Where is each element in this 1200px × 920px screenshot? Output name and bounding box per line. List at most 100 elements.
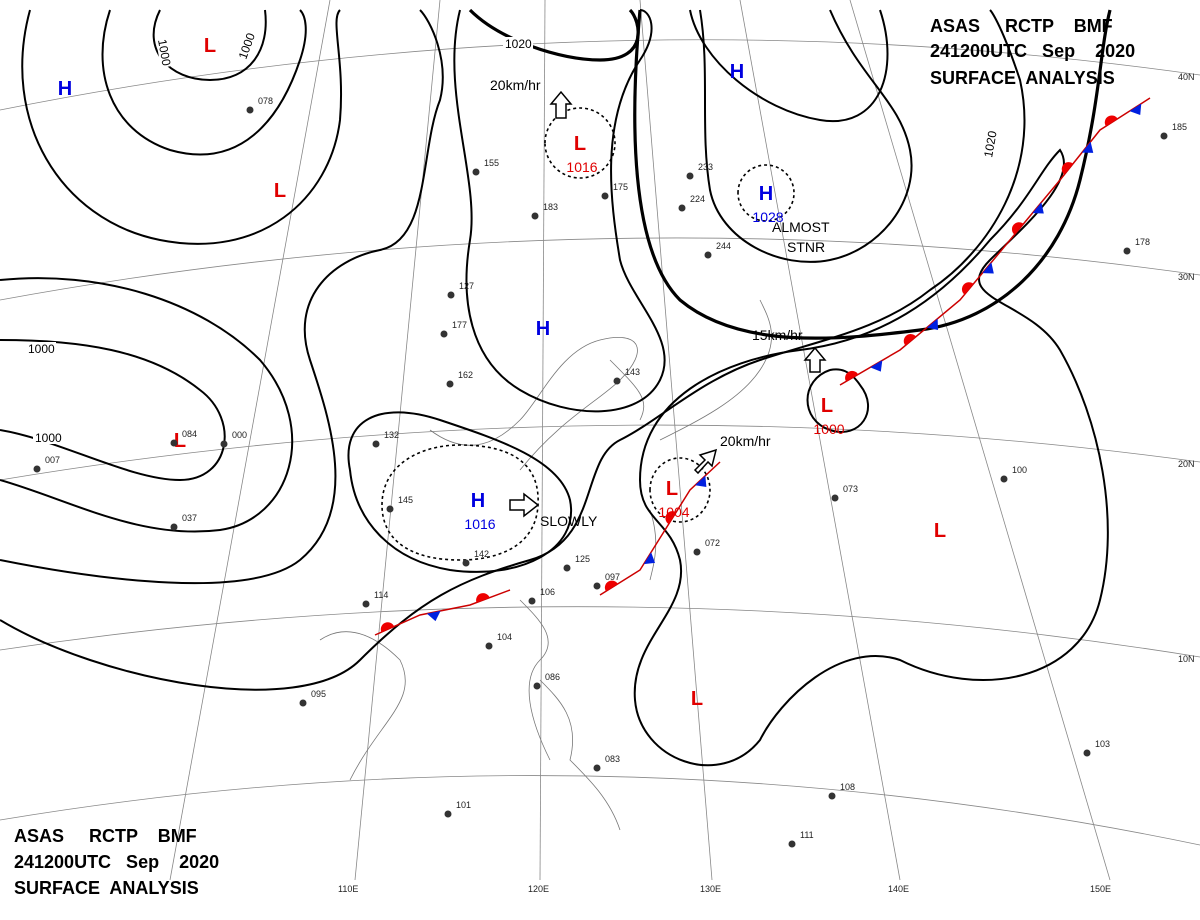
cold-front-symbol	[982, 262, 994, 274]
station-pressure: 095	[311, 689, 326, 699]
station-pressure: 178	[1135, 237, 1150, 247]
station-marker	[528, 597, 536, 605]
station-marker	[462, 559, 470, 567]
longitude-label: 110E	[338, 884, 358, 894]
header-line: ASAS RCTP BMF	[930, 16, 1113, 36]
station-marker	[686, 172, 694, 180]
station-pressure: 185	[1172, 122, 1187, 132]
station-pressure: 097	[605, 572, 620, 582]
station-marker	[563, 564, 571, 572]
annotation: 20km/hr	[720, 433, 771, 449]
annotation: STNR	[787, 239, 825, 255]
station-marker	[1000, 475, 1008, 483]
station-marker	[446, 380, 454, 388]
warm-front-symbol	[665, 511, 677, 525]
station-pressure: 114	[374, 590, 388, 600]
station-pressure: 000	[232, 430, 247, 440]
front-line	[374, 589, 511, 636]
station-marker	[1160, 132, 1168, 140]
station-pressure: 142	[474, 549, 489, 559]
station-pressure: 084	[182, 429, 197, 439]
station-pressure: 103	[1095, 739, 1110, 749]
station-pressure: 244	[716, 241, 731, 251]
station-marker	[678, 204, 686, 212]
isobar-label-bg	[26, 342, 56, 355]
cold-front-symbol	[926, 318, 939, 331]
station-marker	[372, 440, 380, 448]
warm-front-symbol	[604, 580, 618, 592]
isobar-label: 1000	[155, 38, 173, 67]
cold-front-symbol	[1129, 103, 1142, 115]
center-symbol: L	[274, 180, 286, 202]
station-marker	[613, 377, 621, 385]
center-symbol: L	[934, 520, 946, 542]
annotation: 20km/hr	[490, 77, 541, 93]
station-marker	[170, 439, 178, 447]
cold-front-symbol	[426, 610, 441, 622]
station-pressure: 233	[698, 162, 713, 172]
center-pressure: 1016	[464, 516, 495, 532]
warm-front-symbol	[1011, 222, 1024, 235]
warm-front-symbol	[380, 622, 395, 633]
station-pressure: 175	[613, 182, 628, 192]
annotation: 15km/hr	[752, 327, 803, 343]
front-line	[599, 461, 721, 596]
station-marker	[1123, 247, 1131, 255]
station-pressure: 127	[459, 281, 474, 291]
center-symbol: L	[204, 35, 216, 57]
station-pressure: 143	[625, 367, 640, 377]
station-marker	[533, 682, 541, 690]
longitude-label: 120E	[528, 884, 549, 894]
footer-line: SURFACE ANALYSIS	[14, 878, 199, 898]
station-marker	[485, 642, 493, 650]
station-pressure: 037	[182, 513, 197, 523]
front-line	[839, 97, 1151, 386]
cold-front-symbol	[870, 360, 883, 372]
center-symbol: H	[58, 78, 72, 100]
warm-front-symbol	[1104, 115, 1118, 127]
station-marker	[788, 840, 796, 848]
station-pressure: 007	[45, 455, 60, 465]
station-marker	[472, 168, 480, 176]
labels: ASAS RCTP BMF 241200UTC Sep 2020 SURFACE A…	[14, 16, 1195, 898]
header-line: SURFACE ANALYSIS	[930, 68, 1115, 88]
motion-arrows	[509, 90, 827, 518]
center-symbol: H	[536, 318, 550, 340]
station-marker	[362, 600, 370, 608]
station-marker	[440, 330, 448, 338]
latitude-label: 10N	[1178, 654, 1195, 664]
station-marker	[386, 505, 394, 513]
longitude-label: 140E	[888, 884, 909, 894]
station-pressure: 100	[1012, 465, 1027, 475]
footer-line: ASAS RCTP BMF	[14, 826, 197, 846]
warm-front-symbol	[961, 282, 974, 295]
isobar-label: 1020	[981, 129, 999, 158]
center-pressure: 1004	[658, 504, 689, 520]
station-marker	[531, 212, 539, 220]
longitude-label: 130E	[700, 884, 721, 894]
cold-front-symbol	[1081, 141, 1094, 153]
latitude-label: 20N	[1178, 459, 1195, 469]
isobar-label-bg	[980, 128, 999, 161]
station-marker	[444, 810, 452, 818]
annotation: SLOWLY	[540, 513, 598, 529]
center-pressure: 1016	[566, 159, 597, 175]
graticule	[0, 0, 1200, 881]
station-pressure: 083	[605, 754, 620, 764]
isobar-label: 1020	[505, 37, 532, 51]
station-marker	[170, 523, 178, 531]
station-marker	[593, 582, 601, 590]
station-pressure: 108	[840, 782, 855, 792]
station-pressure: 111	[800, 830, 814, 840]
center-symbol: L	[821, 395, 833, 417]
fronts	[374, 97, 1151, 636]
station-pressure: 101	[456, 800, 471, 810]
station-marker	[601, 192, 609, 200]
station-marker	[1083, 749, 1091, 757]
longitude-label: 150E	[1090, 884, 1111, 894]
station-marker	[246, 106, 254, 114]
center-symbol: L	[666, 478, 678, 500]
station-pressure: 125	[575, 554, 590, 564]
latitude-label: 40N	[1178, 72, 1195, 82]
